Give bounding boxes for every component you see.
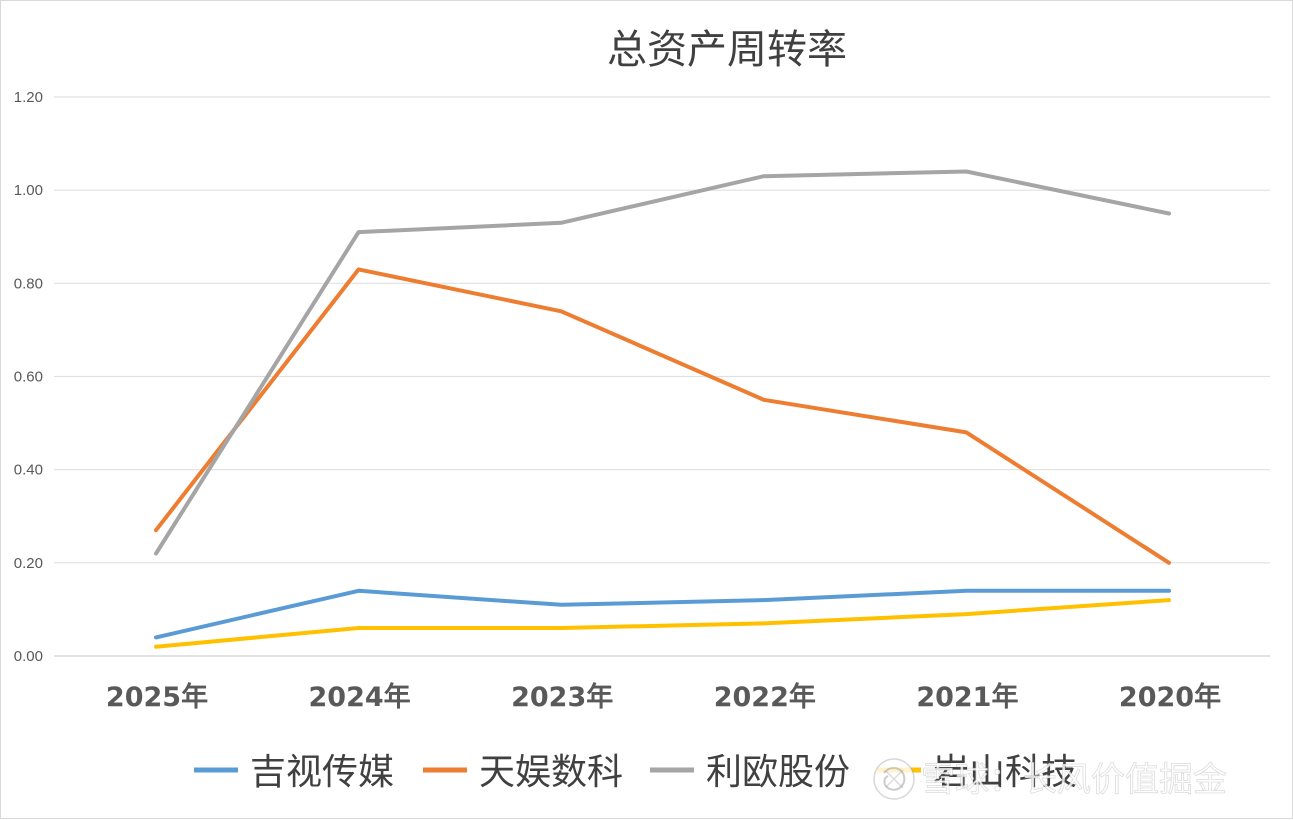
series-line [154,267,1171,565]
x-tick-label: 2023年 [511,681,613,713]
x-axis-ticks: 2025年 2024年 2023年 2022年 2021年 2020年 [106,681,1221,713]
y-tick-label: 0.80 [14,275,43,292]
snowball-logo-icon [873,758,915,800]
y-tick-label: 0.40 [14,462,43,479]
chart-title: 总资产周转率 [607,27,847,73]
legend-label: 吉视传媒 [250,752,394,793]
watermark-text: 雪球：长风价值掘金 [921,760,1227,800]
legend-label: 利欧股份 [706,752,850,793]
x-tick-label: 2020年 [1119,681,1221,713]
x-tick-label: 2024年 [309,681,411,713]
x-tick-label: 2021年 [916,681,1018,713]
y-tick-label: 0.00 [14,648,43,665]
legend-label: 天娱数科 [479,752,623,793]
y-tick-label: 1.00 [14,182,43,199]
legend-item: 吉视传媒 [194,752,394,793]
legend: 吉视传媒 天娱数科 利欧股份 岩山科技 [194,752,1077,793]
y-tick-label: 0.20 [14,555,43,572]
legend-label: 岩山科技 [933,752,1077,793]
gridlines [54,96,1270,657]
series-line [154,169,1171,556]
watermark: 雪球：长风价值掘金 [873,758,1227,800]
y-axis-ticks: 0.00 0.20 0.40 0.60 0.80 1.00 1.20 [14,89,43,665]
legend-item: 利欧股份 [650,752,850,793]
x-tick-label: 2025年 [106,681,208,713]
series-line [154,588,1171,640]
series-lines [154,169,1171,649]
legend-item: 天娱数科 [423,752,623,793]
x-tick-label: 2022年 [714,681,816,713]
y-tick-label: 0.60 [14,369,43,386]
y-tick-label: 1.20 [14,89,43,106]
series-line [154,598,1171,649]
